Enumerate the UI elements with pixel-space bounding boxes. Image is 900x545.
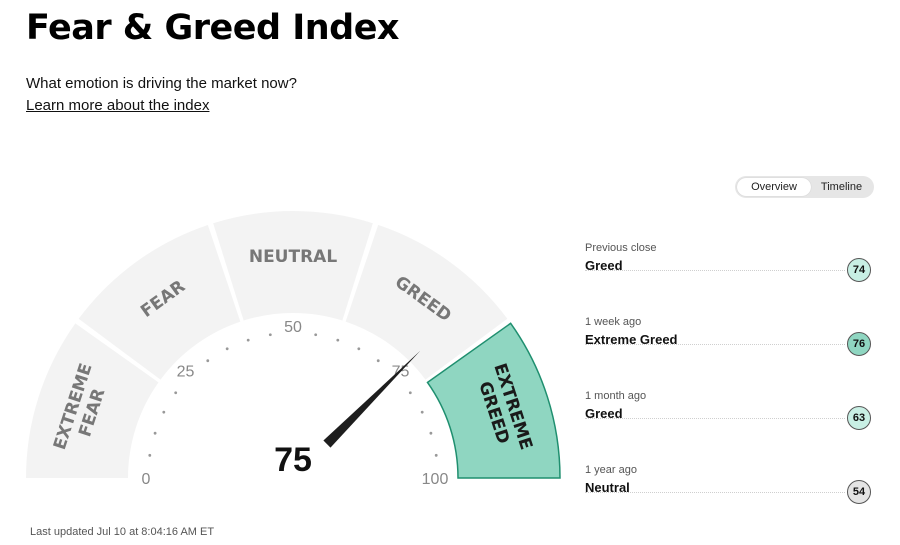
- gauge-segment-extreme-greed: [426, 322, 561, 479]
- gauge-tick: [434, 453, 438, 457]
- history-rating: Extreme Greed: [585, 332, 678, 347]
- gauge-scale-label: 50: [284, 319, 302, 336]
- gauge-scale-label: 100: [422, 471, 449, 488]
- history-when: Previous close: [585, 242, 657, 254]
- gauge-tick: [408, 391, 412, 395]
- gauge-tick: [246, 338, 250, 342]
- gauge-tick: [162, 410, 166, 414]
- history-value-badge: 76: [847, 332, 871, 356]
- gauge-tick: [376, 359, 380, 363]
- history-value-badge: 74: [847, 258, 871, 282]
- dotted-divider: [585, 418, 845, 419]
- gauge-tick: [225, 347, 229, 351]
- gauge-segment-fear: [78, 224, 241, 380]
- gauge-score: 75: [274, 441, 312, 479]
- gauge-tick: [429, 431, 433, 435]
- gauge-segment-extreme-fear: [26, 323, 159, 478]
- gauge-label-neutral: NEUTRAL: [249, 247, 337, 267]
- page-title: Fear & Greed Index: [26, 8, 400, 48]
- score-disc: [235, 420, 351, 500]
- history-rating: Neutral: [585, 480, 630, 495]
- dotted-divider: [585, 270, 845, 271]
- gauge-tick: [174, 391, 178, 395]
- dotted-divider: [585, 492, 845, 493]
- view-toggle: Overview Timeline: [735, 176, 874, 198]
- gauge-tick: [314, 333, 318, 337]
- gauge-scale-label: 0: [142, 471, 151, 488]
- fear-greed-gauge: EXTREMEFEARFEARNEUTRALGREEDEXTREMEGREED …: [26, 211, 561, 500]
- gauge-tick: [153, 431, 157, 435]
- history-when: 1 year ago: [585, 464, 637, 476]
- page-subtitle: What emotion is driving the market now?: [26, 75, 297, 92]
- timeline-tab[interactable]: Timeline: [820, 181, 863, 193]
- history-value-badge: 63: [847, 406, 871, 430]
- history-when: 1 month ago: [585, 390, 647, 402]
- history-item-1-week-ago: 1 week ago Extreme Greed 76: [585, 314, 875, 388]
- dotted-divider: [585, 344, 845, 345]
- gauge-needle: [323, 350, 421, 448]
- history-when: 1 week ago: [585, 316, 642, 328]
- gauge-segment-greed: [345, 224, 508, 380]
- gauge-scale-label: 25: [177, 364, 195, 381]
- history-rating: Greed: [585, 406, 623, 421]
- gauge-tick: [206, 359, 210, 363]
- gauge-tick: [357, 347, 361, 351]
- history-value-badge: 54: [847, 480, 871, 504]
- last-updated: Last updated Jul 10 at 8:04:16 AM ET: [30, 526, 215, 538]
- history-item-1-month-ago: 1 month ago Greed 63: [585, 388, 875, 462]
- gauge-tick: [268, 333, 272, 337]
- history-list: Previous close Greed 74 1 week ago Extre…: [585, 240, 875, 536]
- gauge-tick: [336, 338, 340, 342]
- history-item-previous-close: Previous close Greed 74: [585, 240, 875, 314]
- gauge-tick: [148, 453, 152, 457]
- history-item-1-year-ago: 1 year ago Neutral 54: [585, 462, 875, 536]
- history-rating: Greed: [585, 258, 623, 273]
- learn-more-link[interactable]: Learn more about the index: [26, 97, 210, 114]
- overview-tab[interactable]: Overview: [737, 178, 811, 196]
- gauge-tick: [420, 410, 424, 414]
- gauge-segment-neutral: [213, 211, 373, 321]
